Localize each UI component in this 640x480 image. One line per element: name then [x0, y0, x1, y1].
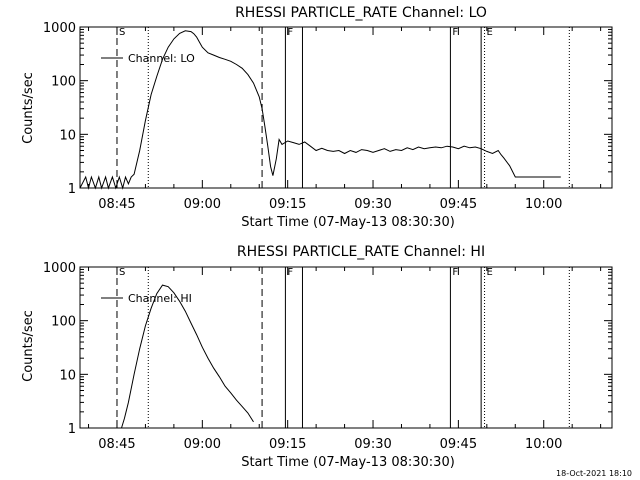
event-marker-label: F: [287, 267, 293, 278]
chart-title: RHESSI PARTICLE_RATE Channel: HI: [237, 244, 485, 260]
legend-label: Channel: LO: [128, 52, 195, 65]
y-axis-label: Counts/sec: [21, 72, 36, 144]
legend-label: Channel: HI: [128, 292, 192, 305]
chart-title: RHESSI PARTICLE_RATE Channel: LO: [235, 5, 487, 21]
y-tick-label: 1000: [43, 261, 76, 276]
x-tick-label: 10:00: [525, 437, 562, 452]
event-marker-label: E: [487, 267, 493, 278]
x-axis-label: Start Time (07-May-13 08:30:30): [241, 455, 455, 470]
x-tick-label: 09:15: [269, 437, 306, 452]
x-tick-label: 09:30: [354, 437, 391, 452]
x-axis-label: Start Time (07-May-13 08:30:30): [241, 215, 455, 230]
x-tick-label: 08:45: [98, 197, 135, 212]
y-tick-label: 100: [51, 75, 76, 90]
x-tick-label: 09:45: [440, 437, 477, 452]
x-tick-label: 08:45: [98, 437, 135, 452]
y-tick-label: 1000: [43, 21, 76, 36]
x-tick-label: 09:15: [269, 197, 306, 212]
y-tick-label: 100: [51, 315, 76, 330]
data-series-line: [121, 284, 254, 429]
x-tick-label: 09:00: [184, 437, 221, 452]
y-axis-label: Counts/sec: [21, 310, 36, 382]
y-tick-label: 1: [68, 422, 76, 437]
event-marker-label: S: [119, 27, 125, 38]
x-tick-label: 09:00: [184, 197, 221, 212]
plot-frame: [79, 266, 613, 429]
event-marker-label: S: [119, 267, 125, 278]
panel-lo: RHESSI PARTICLE_RATE Channel: LO Counts/…: [21, 5, 613, 230]
plot-frame: [79, 26, 613, 189]
panel-hi: RHESSI PARTICLE_RATE Channel: HI Counts/…: [21, 244, 613, 470]
y-tick-label: 10: [59, 128, 76, 143]
event-marker-label: E: [487, 27, 493, 38]
footer-timestamp: 18-Oct-2021 18:10: [556, 469, 632, 478]
y-tick-label: 10: [59, 368, 76, 383]
y-tick-label: 1: [68, 182, 76, 197]
event-marker-label: F: [452, 27, 458, 38]
x-tick-label: 09:30: [354, 197, 391, 212]
event-marker-label: F: [452, 267, 458, 278]
x-tick-label: 10:00: [525, 197, 562, 212]
data-series-line: [79, 30, 561, 190]
x-tick-label: 09:45: [440, 197, 477, 212]
event-marker-label: F: [287, 27, 293, 38]
